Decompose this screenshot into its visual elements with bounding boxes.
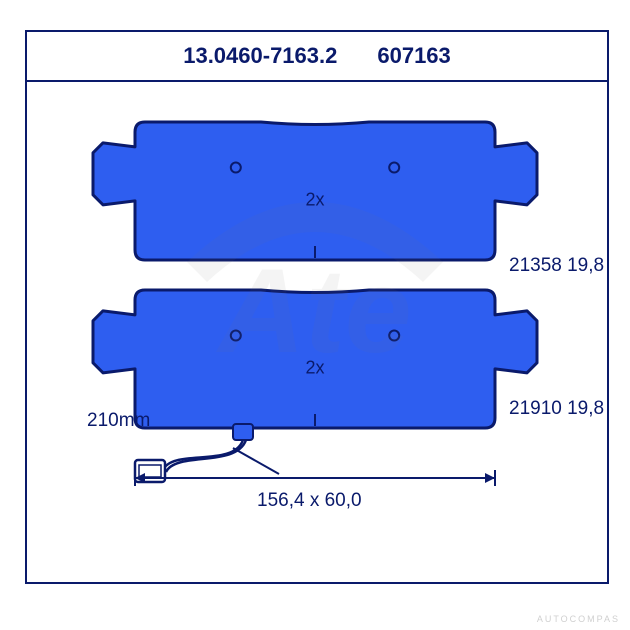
lower-pad-qty: 2x [305, 358, 324, 379]
wire-length-label: 210mm [87, 410, 150, 432]
diagram-frame: 13.0460-7163.2 607163 Ate 2x 2x 21358 19… [25, 30, 609, 584]
header-bar: 13.0460-7163.2 607163 [27, 32, 607, 82]
watermark: AUTOCOMPAS [537, 614, 620, 624]
upper-pad-ref: 21358 19,8 [509, 255, 604, 277]
part-number: 13.0460-7163.2 [183, 43, 337, 69]
dimensions-label: 156,4 x 60,0 [257, 490, 362, 512]
part-code: 607163 [377, 43, 450, 69]
diagram-stage: Ate 2x 2x 21358 19,8 21910 19,8 210mm 15… [27, 82, 607, 584]
lower-pad-ref: 21910 19,8 [509, 398, 604, 420]
upper-pad-qty: 2x [305, 190, 324, 211]
